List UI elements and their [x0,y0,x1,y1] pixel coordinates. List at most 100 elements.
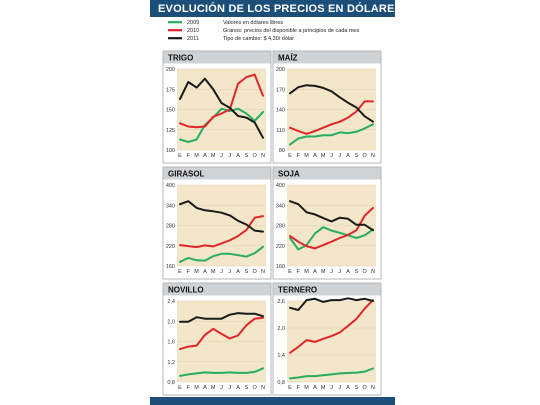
x-tick-label: A [236,153,240,159]
panel-header [163,167,271,180]
series-line-2009 [179,245,264,263]
x-tick-label: J [220,269,223,275]
x-tick-label: A [203,269,207,275]
legend-note: Valores en dólares libres [223,20,283,26]
x-tick-label: O [363,269,368,275]
y-tick-label: 200 [166,67,175,73]
x-tick-label: M [321,269,326,275]
x-tick-label: F [297,385,301,391]
x-tick-label: J [220,153,223,159]
series-line-2009 [289,226,374,251]
y-tick-label: 340 [276,203,285,209]
legend-note: Tipo de cambio: $ 4,30/ dólar [223,36,294,42]
x-tick-label: S [245,269,249,275]
y-tick-label: 400 [166,183,175,189]
panel-header [273,51,381,64]
x-tick-label: N [371,385,375,391]
x-tick-label: A [203,153,207,159]
x-tick-label: F [297,269,301,275]
x-tick-label: J [338,269,341,275]
panel-header [163,283,271,296]
panel-header [273,283,381,296]
x-tick-label: A [236,269,240,275]
chart-title: SOJA [278,170,300,179]
x-tick-label: J [330,269,333,275]
chart-title: TERNERO [278,286,317,295]
series-line-2010 [289,100,374,135]
series-line-2009 [289,367,374,380]
series-line-2010 [179,73,264,129]
y-tick-label: 280 [166,224,175,230]
x-tick-label: N [371,153,375,159]
legend: 2009 2010 2011 Valores en dólares libres Gra… [168,20,360,42]
x-tick-label: S [355,269,359,275]
x-tick-label: O [363,153,368,159]
series-line-2011 [179,200,264,233]
x-tick-label: E [288,269,292,275]
y-tick-label: 140 [276,108,285,114]
y-tick-label: 280 [276,224,285,230]
x-tick-label: E [178,385,182,391]
x-tick-label: J [228,269,231,275]
y-tick-label: 400 [276,183,285,189]
x-tick-label: A [313,153,317,159]
y-tick-label: 125 [166,128,175,134]
x-tick-label: A [203,385,207,391]
title-bar [150,0,395,17]
x-tick-label: O [253,385,258,391]
y-tick-label: 2,0 [277,326,285,332]
x-tick-label: N [261,385,265,391]
series-line-2011 [289,297,374,311]
x-tick-label: E [288,385,292,391]
y-tick-label: 2,4 [167,299,175,305]
legend-note: Granos: precios del disponible a princip… [223,28,360,34]
plot-area [287,301,376,382]
x-tick-label: M [194,153,199,159]
x-tick-label: O [253,153,258,159]
x-tick-label: J [330,385,333,391]
series-line-2011 [289,200,374,232]
x-tick-label: O [363,385,368,391]
y-tick-label: 80 [279,148,285,154]
series-line-2009 [179,367,264,377]
y-tick-label: 220 [276,244,285,250]
x-tick-label: M [304,153,309,159]
series-line-2011 [179,312,264,323]
chart-title: GIRASOL [168,170,205,179]
y-tick-label: 160 [166,264,175,270]
x-tick-label: S [245,153,249,159]
x-tick-label: N [371,269,375,275]
series-line-2010 [179,316,264,351]
chart-title: TRIGO [168,54,193,63]
y-tick-label: 220 [166,244,175,250]
y-tick-label: 1,6 [167,340,175,346]
x-tick-label: F [187,153,191,159]
x-tick-label: J [228,385,231,391]
series-line-2011 [289,84,374,123]
legend-label-2010: 2010 [187,28,199,34]
x-tick-label: M [321,153,326,159]
x-tick-label: A [346,153,350,159]
series-line-2009 [179,107,264,143]
x-tick-label: J [338,385,341,391]
y-tick-label: 340 [166,203,175,209]
x-tick-label: M [304,269,309,275]
x-tick-label: N [261,269,265,275]
y-tick-label: 2,6 [277,299,285,305]
x-tick-label: J [330,153,333,159]
x-tick-label: M [304,385,309,391]
x-tick-label: A [313,385,317,391]
x-tick-label: S [355,153,359,159]
page-title: EVOLUCIÓN DE LOS PRECIOS EN DÓLARES [158,2,402,15]
x-tick-label: M [211,153,216,159]
x-tick-label: E [288,153,292,159]
y-tick-label: 1,4 [277,353,285,359]
y-tick-label: 1,2 [167,360,175,366]
x-tick-label: F [297,153,301,159]
chart-title: MAÍZ [278,54,298,63]
